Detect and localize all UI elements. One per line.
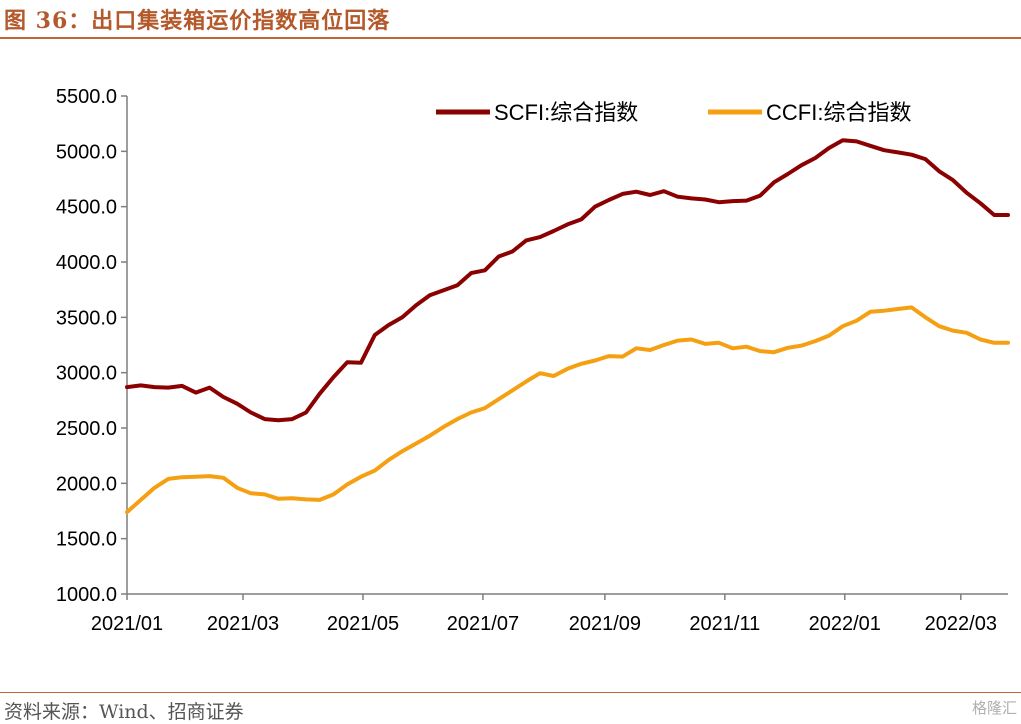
chart-series — [125, 138, 1010, 515]
source-note: 资料来源：Wind、招商证券 — [4, 701, 244, 723]
chart-title: 图 36：出口集装箱运价指数高位回落 — [4, 8, 391, 34]
line-chart: 1000.0 1500.0 2000.0 2500.0 3000.0 3500.0 4000… — [56, 86, 1010, 635]
title-divider — [0, 37, 1021, 39]
y-tick-label: 3500.0 — [56, 307, 117, 329]
footer-divider — [0, 692, 1021, 693]
y-tick-label: 2500.0 — [56, 418, 117, 440]
x-tick-label: 2022/03 — [925, 613, 997, 635]
legend-label-1: SCFI:综合指数 — [494, 100, 638, 125]
y-tick-label: 1000.0 — [56, 584, 117, 606]
series-line-2 — [125, 305, 1010, 515]
x-tick-label: 2021/03 — [207, 613, 279, 635]
y-tick-label: 1500.0 — [56, 529, 117, 551]
y-tick-label: 4000.0 — [56, 252, 117, 274]
y-tick-label: 5500.0 — [56, 86, 117, 108]
x-tick-label: 2021/07 — [447, 613, 519, 635]
legend-label-2: CCFI:综合指数 — [766, 100, 911, 125]
series-line-1 — [125, 138, 1010, 423]
chart-legend: SCFI:综合指数 CCFI:综合指数 — [436, 100, 911, 125]
x-tick-label: 2021/09 — [569, 613, 641, 635]
y-tick-label: 3000.0 — [56, 363, 117, 385]
y-tick-label: 4500.0 — [56, 197, 117, 219]
watermark-logo: 格隆汇 — [971, 699, 1017, 717]
x-tick-label: 2021/01 — [91, 613, 163, 635]
chart-axes: 1000.0 1500.0 2000.0 2500.0 3000.0 3500.0 4000… — [56, 86, 1008, 635]
x-tick-label: 2021/05 — [327, 613, 399, 635]
x-tick-label: 2021/11 — [689, 613, 760, 635]
x-tick-label: 2022/01 — [809, 613, 881, 635]
y-tick-label: 2000.0 — [56, 473, 117, 495]
y-tick-label: 5000.0 — [56, 141, 117, 163]
